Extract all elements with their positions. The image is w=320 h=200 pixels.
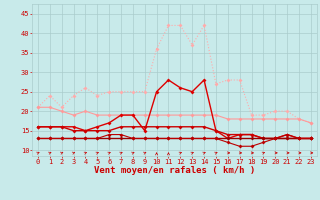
X-axis label: Vent moyen/en rafales ( km/h ): Vent moyen/en rafales ( km/h )	[94, 166, 255, 175]
